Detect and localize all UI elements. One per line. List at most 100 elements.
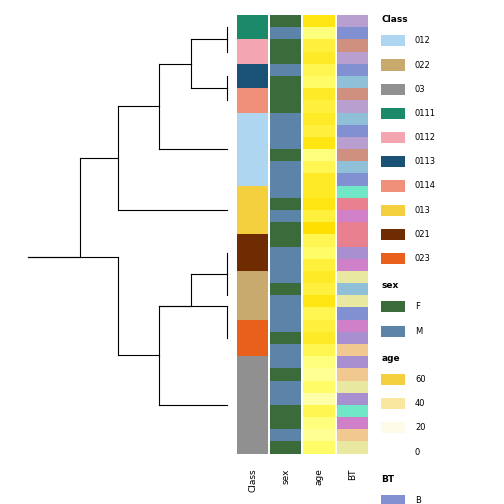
- Bar: [337, 393, 368, 405]
- Bar: [270, 137, 301, 149]
- Bar: [303, 234, 335, 246]
- Bar: [237, 64, 268, 88]
- Text: sex: sex: [382, 281, 399, 290]
- Bar: [303, 210, 335, 222]
- Bar: [337, 39, 368, 52]
- Bar: [237, 88, 268, 112]
- Bar: [270, 283, 301, 295]
- Bar: [303, 39, 335, 52]
- Bar: [270, 429, 301, 442]
- Bar: [337, 381, 368, 393]
- Text: B: B: [415, 496, 421, 504]
- Bar: [337, 185, 368, 198]
- Text: 0114: 0114: [415, 181, 436, 191]
- Text: age: age: [314, 468, 324, 485]
- Bar: [270, 100, 301, 112]
- Bar: [303, 381, 335, 393]
- Bar: [337, 307, 368, 320]
- Bar: [270, 381, 301, 393]
- Text: M: M: [415, 327, 422, 336]
- Bar: [382, 156, 405, 167]
- Text: 20: 20: [415, 423, 425, 432]
- Bar: [270, 198, 301, 210]
- Bar: [382, 205, 405, 216]
- Bar: [270, 442, 301, 454]
- Bar: [337, 234, 368, 246]
- Text: 0: 0: [415, 448, 420, 457]
- Bar: [337, 283, 368, 295]
- Bar: [382, 422, 405, 433]
- Bar: [337, 64, 368, 76]
- Bar: [303, 259, 335, 271]
- Bar: [270, 76, 301, 88]
- Bar: [382, 326, 405, 337]
- Text: BT: BT: [382, 475, 395, 484]
- Bar: [270, 210, 301, 222]
- Bar: [303, 185, 335, 198]
- Bar: [270, 344, 301, 356]
- Bar: [270, 52, 301, 64]
- Bar: [237, 112, 268, 185]
- Bar: [382, 301, 405, 312]
- Bar: [303, 246, 335, 259]
- Text: BT: BT: [348, 468, 357, 480]
- Bar: [303, 332, 335, 344]
- Text: Class: Class: [248, 468, 257, 492]
- Bar: [337, 442, 368, 454]
- Bar: [303, 161, 335, 173]
- Bar: [337, 332, 368, 344]
- Bar: [303, 149, 335, 161]
- Bar: [337, 344, 368, 356]
- Bar: [270, 88, 301, 100]
- Bar: [270, 64, 301, 76]
- Bar: [337, 27, 368, 39]
- Bar: [270, 332, 301, 344]
- Text: 013: 013: [415, 206, 431, 215]
- Bar: [382, 132, 405, 143]
- Text: 022: 022: [415, 60, 431, 70]
- Bar: [337, 100, 368, 112]
- Bar: [270, 173, 301, 185]
- Bar: [303, 222, 335, 234]
- Text: age: age: [382, 354, 400, 363]
- Bar: [337, 198, 368, 210]
- Bar: [337, 271, 368, 283]
- Bar: [303, 173, 335, 185]
- Bar: [270, 124, 301, 137]
- Bar: [337, 15, 368, 27]
- Bar: [270, 356, 301, 368]
- Bar: [382, 229, 405, 240]
- Bar: [303, 271, 335, 283]
- Bar: [303, 320, 335, 332]
- Bar: [270, 39, 301, 52]
- Bar: [382, 108, 405, 119]
- Bar: [303, 198, 335, 210]
- Bar: [303, 112, 335, 125]
- Text: sex: sex: [281, 468, 290, 484]
- Bar: [337, 356, 368, 368]
- Bar: [270, 259, 301, 271]
- Bar: [270, 185, 301, 198]
- Bar: [303, 15, 335, 27]
- Bar: [270, 405, 301, 417]
- Bar: [303, 368, 335, 381]
- Bar: [270, 149, 301, 161]
- Bar: [337, 222, 368, 234]
- Bar: [337, 124, 368, 137]
- Bar: [303, 137, 335, 149]
- Bar: [303, 124, 335, 137]
- Bar: [337, 417, 368, 429]
- Bar: [303, 27, 335, 39]
- Bar: [237, 271, 268, 320]
- Text: Class: Class: [382, 15, 408, 24]
- Bar: [337, 320, 368, 332]
- Bar: [270, 368, 301, 381]
- Bar: [303, 100, 335, 112]
- Bar: [270, 417, 301, 429]
- Bar: [270, 112, 301, 125]
- Bar: [382, 253, 405, 264]
- Bar: [270, 271, 301, 283]
- Bar: [382, 447, 405, 458]
- Bar: [303, 307, 335, 320]
- Bar: [237, 234, 268, 271]
